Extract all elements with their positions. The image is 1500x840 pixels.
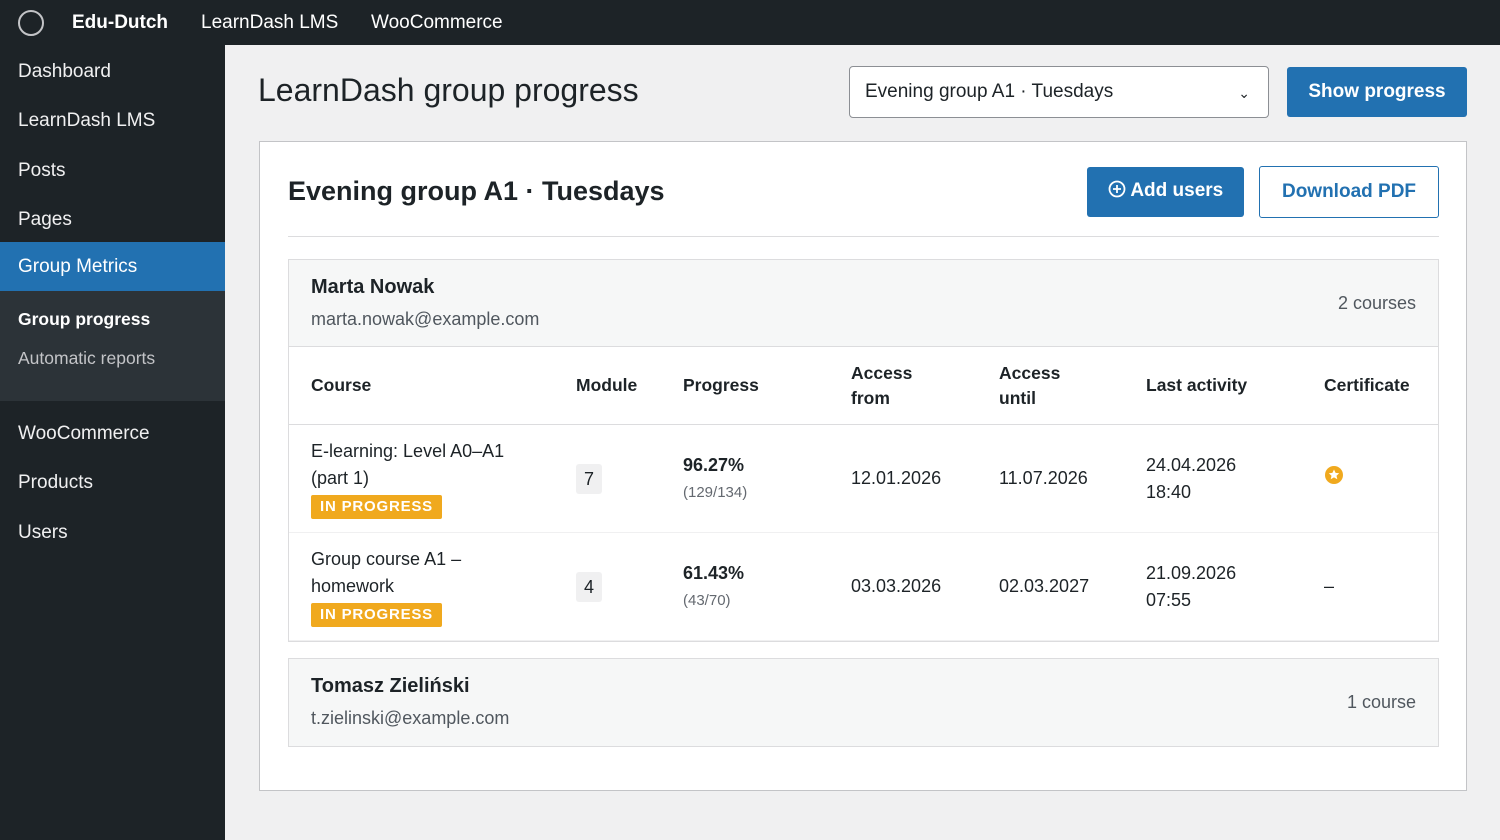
access-from: 12.01.2026 xyxy=(829,424,977,533)
user-block: Tomasz Zieliński t.zielinski@example.com… xyxy=(288,658,1439,747)
user-header[interactable]: Tomasz Zieliński t.zielinski@example.com… xyxy=(289,659,1438,746)
last-activity-cell: 24.04.2026 18:40 xyxy=(1124,424,1302,533)
menu-item[interactable]: LearnDash LMS xyxy=(18,110,156,132)
column-header: Access until xyxy=(977,346,1124,425)
course-name: Group course A1 – homework xyxy=(311,549,462,596)
show-button[interactable]: Show progress xyxy=(1287,67,1467,117)
header-text: Access from xyxy=(851,362,913,408)
user-name: Marta Nowak xyxy=(311,276,435,298)
user-email: marta.nowak@example.com xyxy=(311,309,540,329)
module: 4 xyxy=(576,571,603,602)
download-button[interactable]: Download PDF xyxy=(1259,166,1439,218)
button-label: Add users xyxy=(1130,180,1224,201)
module-cell: 4 xyxy=(554,532,661,641)
progress: 96.27% xyxy=(683,454,745,475)
column-header: Certificate xyxy=(1302,346,1438,425)
sidebar: Dashboard LearnDash LMS Posts Pages Grou… xyxy=(0,45,225,840)
status-badge: IN PROGRESS xyxy=(311,495,442,519)
page-title: LearnDash group progress xyxy=(258,72,639,108)
submenu-item[interactable]: Group progress xyxy=(18,309,151,330)
wp-logo[interactable] xyxy=(18,10,44,36)
last-activity: 21.09.2026 07:55 xyxy=(1146,562,1237,610)
last-activity: 24.04.2026 18:40 xyxy=(1146,454,1237,502)
access-from: 03.03.2026 xyxy=(829,532,977,641)
user-header[interactable]: Marta Nowak marta.nowak@example.com 2 co… xyxy=(289,260,1438,346)
menu-group: WooCommerce Products Users xyxy=(0,401,225,555)
progress-cell: 96.27% (129/134) xyxy=(661,424,829,533)
top-link[interactable]: WooCommerce xyxy=(371,12,503,33)
certificate: – xyxy=(1302,532,1438,641)
separator xyxy=(288,236,1439,237)
menu-item[interactable]: Users xyxy=(18,521,68,543)
course-count: 1 course xyxy=(1346,692,1416,712)
certificate-cell xyxy=(1302,424,1438,533)
module: 7 xyxy=(576,463,603,494)
menu-item[interactable]: WooCommerce xyxy=(18,423,150,445)
menu-item[interactable]: Pages xyxy=(18,208,72,230)
column-header: Progress xyxy=(661,346,829,425)
admin-bar: Edu-Dutch LearnDash LMS WooCommerce xyxy=(0,0,1500,45)
course-row: E-learning: Level A0–A1 (part 1) IN PROGR… xyxy=(289,424,1438,533)
menu-item[interactable]: Posts xyxy=(18,159,66,181)
chevron: ⌄ xyxy=(1238,85,1250,101)
status-badge: IN PROGRESS xyxy=(311,603,442,627)
module-cell: 7 xyxy=(554,424,661,533)
submenu-item[interactable]: Automatic reports xyxy=(18,348,156,369)
progress: 61.43% xyxy=(683,562,745,583)
course-name: E-learning: Level A0–A1 (part 1) xyxy=(311,441,505,488)
progress-detail: (43/70) xyxy=(683,591,731,609)
column-header: Course xyxy=(289,346,554,425)
progress-detail: (129/134) xyxy=(683,483,748,501)
last-activity-cell: 21.09.2026 07:55 xyxy=(1124,532,1302,641)
plus-icon xyxy=(1108,180,1126,198)
user-name: Tomasz Zieliński xyxy=(311,675,470,697)
user-email: t.zielinski@example.com xyxy=(311,708,510,728)
menu-item-active[interactable]: Group Metrics xyxy=(0,242,225,292)
user-block: Marta Nowak marta.nowak@example.com 2 co… xyxy=(288,259,1439,642)
course-row: Group course A1 – homework IN PROGRESS 4 … xyxy=(289,532,1438,641)
top-link[interactable]: LearnDash LMS xyxy=(201,12,339,33)
course-cell: Group course A1 – homework IN PROGRESS xyxy=(289,532,554,641)
course-table: Course Module Progress Access from Acces… xyxy=(289,346,1438,641)
access-until: 11.07.2026 xyxy=(977,424,1124,533)
group-select[interactable]: Evening group A1 · Tuesdays ⌄ xyxy=(849,66,1269,118)
site-name[interactable]: Edu-Dutch xyxy=(72,12,169,33)
menu-item[interactable]: Products xyxy=(18,472,93,494)
progress-cell: 61.43% (43/70) xyxy=(661,532,829,641)
column-header: Last activity xyxy=(1124,346,1302,425)
column-header: Access from xyxy=(829,346,977,425)
group-card: Evening group A1 · Tuesdays Add users Do… xyxy=(259,141,1467,791)
submenu: Group progress Automatic reports xyxy=(0,291,225,402)
column-header: Module xyxy=(554,346,661,425)
header-text: Access until xyxy=(999,362,1061,408)
header-row: Course Module Progress Access from Acces… xyxy=(289,346,1438,425)
access-until: 02.03.2027 xyxy=(977,532,1124,641)
add-users-button[interactable]: Add users xyxy=(1087,167,1244,217)
group-title: Evening group A1 · Tuesdays xyxy=(288,176,665,206)
certificate-icon[interactable] xyxy=(1324,465,1344,485)
menu-item[interactable]: Dashboard xyxy=(18,61,111,82)
course-count: 2 courses xyxy=(1337,293,1416,313)
select-value: Evening group A1 · Tuesdays xyxy=(865,81,1114,102)
course-cell: E-learning: Level A0–A1 (part 1) IN PROGR… xyxy=(289,424,554,533)
